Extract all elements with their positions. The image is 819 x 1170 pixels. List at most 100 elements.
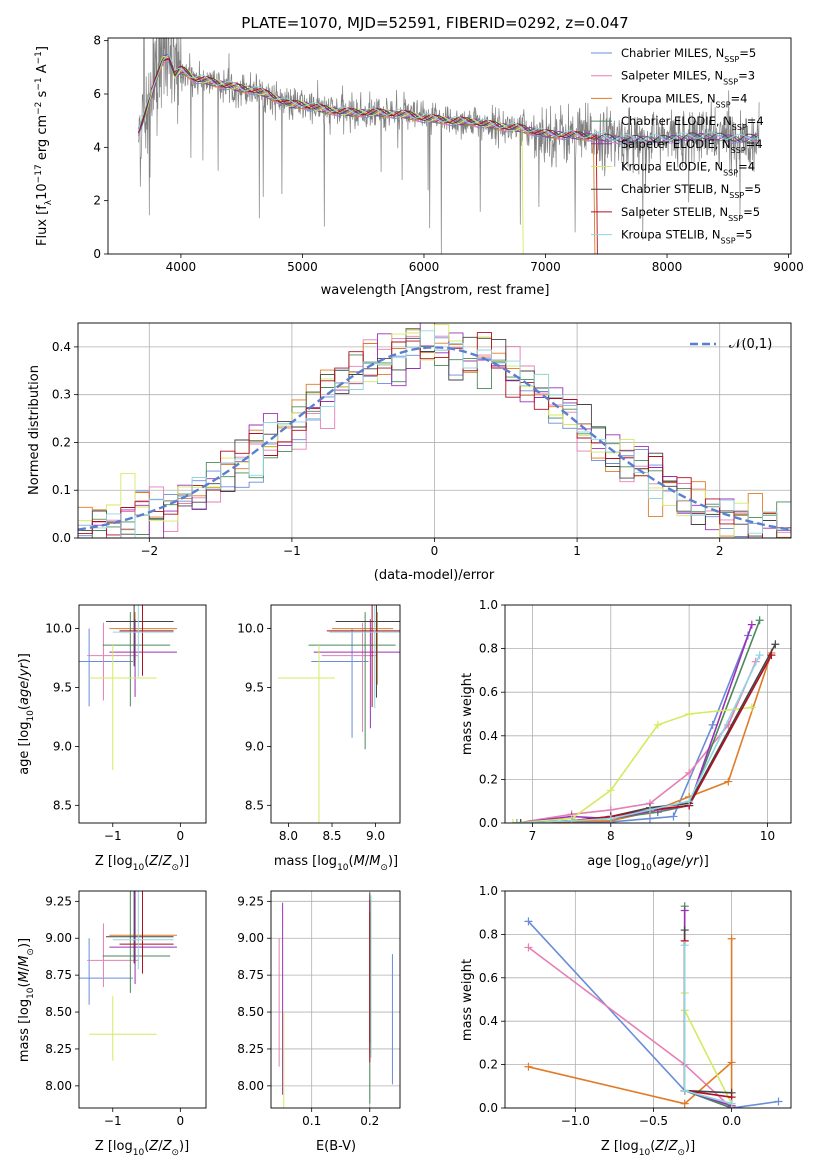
point-marker <box>524 917 533 926</box>
legend-sub: SSP <box>723 77 738 86</box>
plot-area-mass-vs-ebv <box>278 892 393 1108</box>
label-part: yr <box>685 854 701 869</box>
legend-sub: SSP <box>724 55 739 64</box>
y-tick-label: 0 <box>93 247 101 261</box>
legend-sub: SSP <box>721 236 736 245</box>
label-part: M <box>17 971 32 982</box>
point-marker <box>685 710 694 718</box>
legend-entry: Chabrier MILES, NSSP=5 <box>621 46 756 64</box>
point-marker <box>724 777 733 786</box>
label-part: s <box>35 90 50 101</box>
y-tick-label: 8.50 <box>237 1005 264 1019</box>
plot-area-residuals <box>78 323 791 538</box>
y-tick-label: 8.5 <box>53 798 72 812</box>
residual-histogram <box>78 336 791 538</box>
label-part: M <box>369 854 380 869</box>
y-tick-label: 2 <box>93 194 101 208</box>
spectrum-legend: Chabrier MILES, NSSP=5 Salpeter MILES, NS… <box>591 46 764 245</box>
mass-vs-ebv-xlabel: E(B-V) <box>316 1139 356 1154</box>
label-part: ⊙ <box>677 1148 685 1158</box>
y-tick-label: 10.0 <box>45 622 72 636</box>
label-part: 10 <box>133 1148 145 1158</box>
legend-sub: SSP <box>729 191 744 200</box>
legend-entry: Salpeter ELODIE, NSSP=4 <box>621 137 763 155</box>
legend-text: Salpeter ELODIE, N <box>621 137 731 151</box>
label-part: Z <box>654 1139 665 1154</box>
label-part: 10 <box>639 1148 651 1158</box>
x-tick-label: −1 <box>104 1114 122 1128</box>
legend-text: Kroupa ELODIE, N <box>621 160 723 174</box>
axes-frame <box>504 890 792 1109</box>
point-marker <box>727 1099 736 1108</box>
label-part: Z [log <box>95 854 133 869</box>
normal-legend-label: 𝒩(0,1) <box>729 337 772 352</box>
legend-sub: SSP <box>731 145 746 154</box>
label-part: / <box>158 854 163 869</box>
y-tick-label: 8.75 <box>45 968 72 982</box>
x-tick-label: 4000 <box>166 260 197 274</box>
legend-entry: Salpeter MILES, NSSP=3 <box>621 69 755 87</box>
model-spectrum <box>137 55 524 254</box>
point-marker <box>680 906 689 915</box>
point-marker <box>516 819 525 823</box>
weight-line <box>520 643 777 823</box>
y-tick-label: 6 <box>93 87 101 101</box>
weight-line <box>527 920 779 1108</box>
plot-area-weight-vs-age <box>508 616 780 823</box>
x-tick-label: −1 <box>283 544 301 558</box>
label-part: Z <box>148 1139 159 1154</box>
label-part: −2 <box>34 102 44 115</box>
y-tick-label: 0.8 <box>479 642 498 656</box>
x-tick-label: 2 <box>716 544 724 558</box>
point-marker <box>755 616 764 625</box>
label-part: ( <box>17 705 32 710</box>
label-part: Z [log <box>601 1139 639 1154</box>
label-part: yr <box>17 662 32 678</box>
label-part: age [log <box>587 854 640 869</box>
point-marker <box>774 1097 783 1106</box>
label-part: age [log <box>17 722 32 775</box>
y-tick-label: 8.50 <box>45 1005 72 1019</box>
x-tick-label: 0.2 <box>360 1114 379 1128</box>
legend-text: Chabrier STELIB, N <box>621 182 729 196</box>
y-tick-label: 9.0 <box>53 739 72 753</box>
x-tick-label: 7 <box>529 829 537 843</box>
x-tick-label: 9.0 <box>366 829 385 843</box>
legend-text: Salpeter STELIB, N <box>621 205 728 219</box>
panel-age-vs-mass: 8.0 8.5 9.0 8.5 9.0 9.5 10.0 <box>237 604 401 843</box>
plot-area-mass-vs-Z <box>79 891 177 1061</box>
model-spectrum <box>137 57 598 254</box>
plot-area-age-vs-Z <box>79 605 177 770</box>
model-spectrum <box>137 54 759 142</box>
panel-residuals: −2 −1 0 1 2 0.0 0.1 0.2 0.3 0.4 𝒩(0,1) <box>52 322 792 558</box>
label-part: −1 <box>34 51 44 64</box>
point-marker <box>767 651 776 660</box>
x-tick-label: −1 <box>104 829 122 843</box>
point-marker <box>680 926 689 935</box>
y-tick-label: 8.25 <box>45 1042 72 1056</box>
point-marker <box>508 819 517 823</box>
label-part: / <box>17 966 32 971</box>
x-tick-label: 9 <box>685 829 693 843</box>
x-tick-label: 8000 <box>652 260 683 274</box>
point-marker <box>524 1062 533 1071</box>
x-tick-label: 8 <box>607 829 615 843</box>
x-tick-label: 10 <box>760 829 775 843</box>
y-tick-label: 9.25 <box>45 894 72 908</box>
axes-frame <box>107 37 792 255</box>
x-tick-label: 0 <box>177 1114 185 1128</box>
x-tick-label: 8.0 <box>279 829 298 843</box>
legend-entry: Kroupa ELODIE, NSSP=4 <box>621 160 755 178</box>
x-tick-label: 0 <box>431 544 439 558</box>
label-part: mass [log <box>17 999 32 1062</box>
weight-vs-Z-xlabel: Z [log10(Z/Z⊙)] <box>601 1139 695 1158</box>
model-spectrum <box>137 55 596 254</box>
spectrum-xlabel: wavelength [Angstrom, rest frame] <box>321 283 550 298</box>
label-part: Z <box>162 1139 173 1154</box>
y-tick-label: 0.6 <box>479 971 498 985</box>
y-tick-label: 8.00 <box>45 1079 72 1093</box>
plot-area-spectrum <box>137 38 760 254</box>
axes-frame <box>78 604 207 824</box>
model-spectrum <box>137 58 759 143</box>
